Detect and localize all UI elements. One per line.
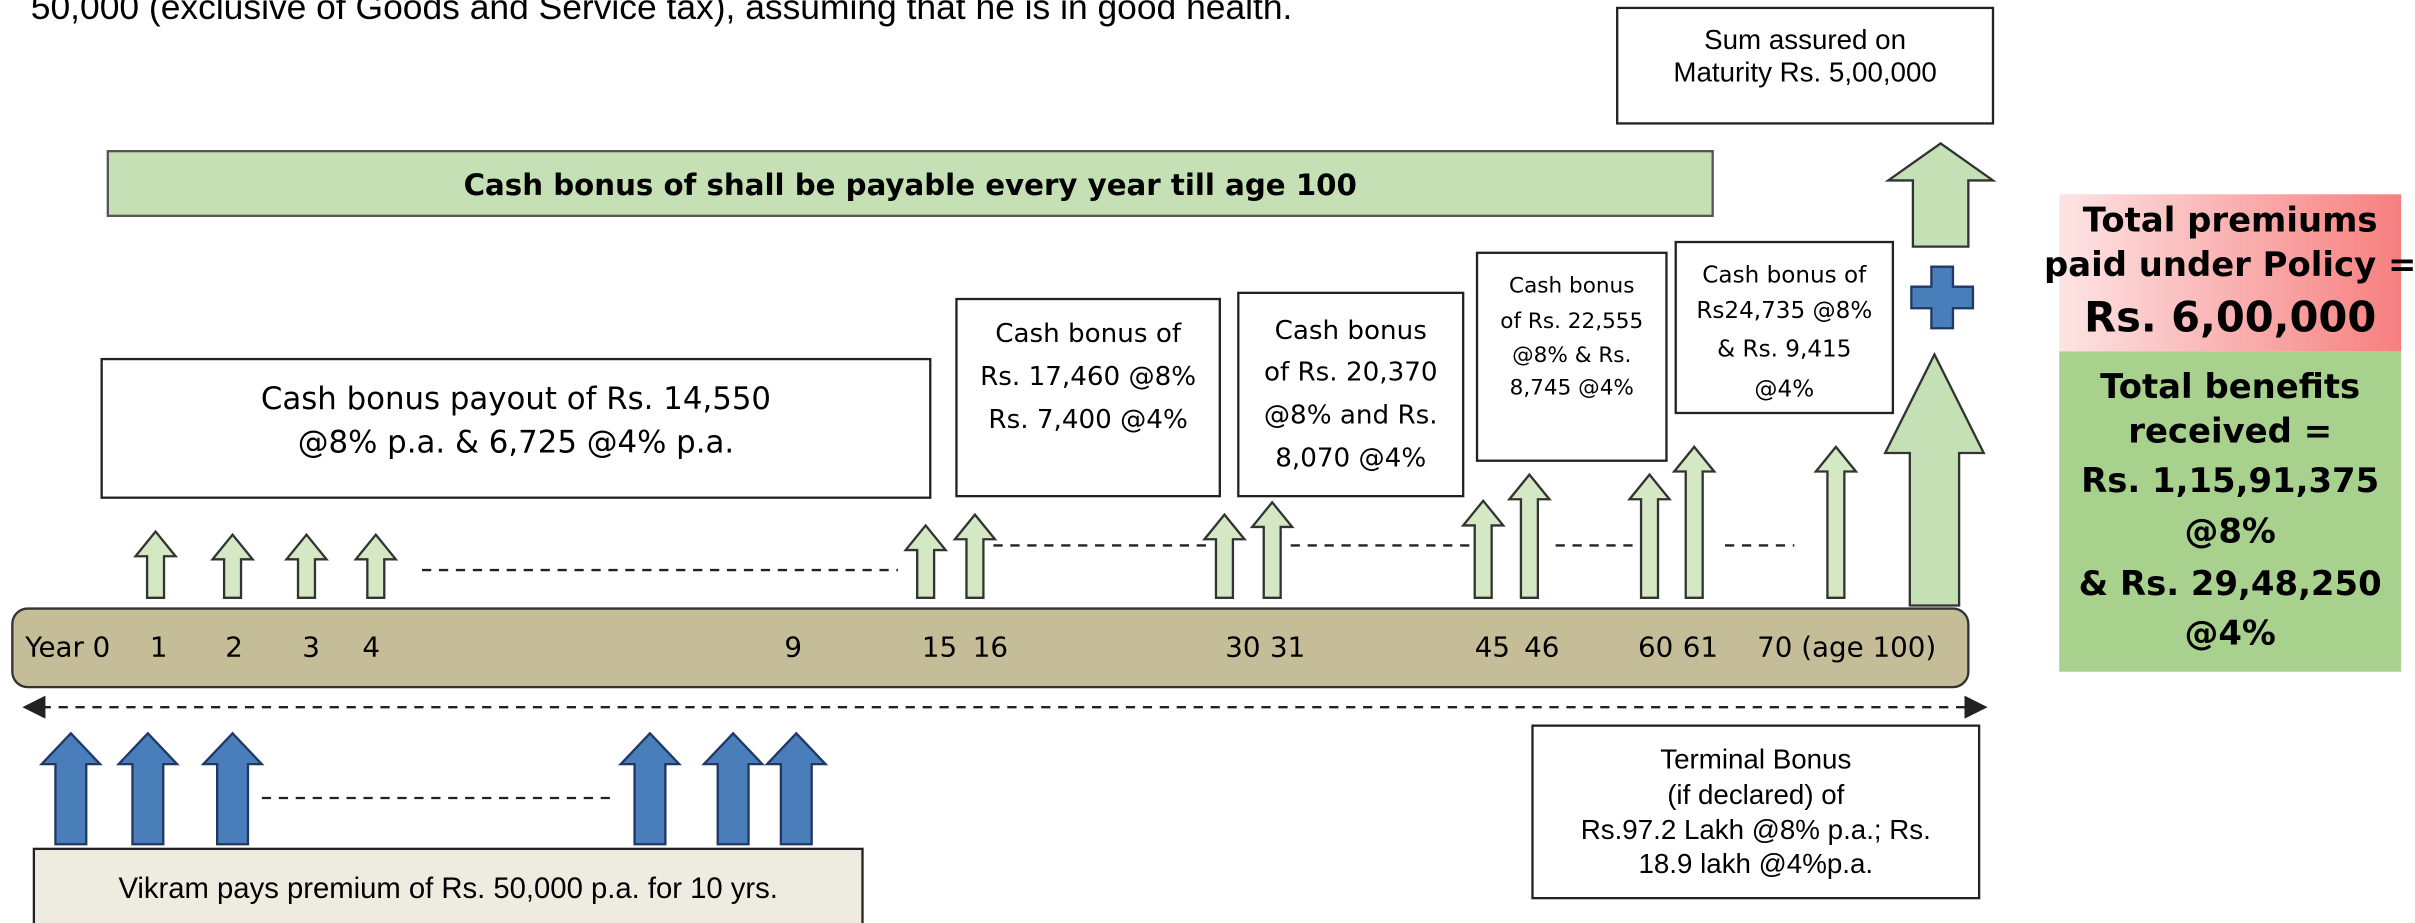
timeline-label: 2 xyxy=(225,631,243,664)
arrow xyxy=(952,512,998,599)
bonus-box xyxy=(1674,240,1895,415)
arrow xyxy=(1883,351,1986,607)
timeline-label: 9 xyxy=(784,631,802,664)
bonus-line: 8,070 @4% xyxy=(1275,444,1426,474)
premium-box xyxy=(32,847,864,923)
terminal-line: Rs.97.2 Lakh @8% p.a.; Rs. xyxy=(1581,814,1931,845)
total-benefits-box xyxy=(2059,351,2402,672)
bonus-line: Cash bonus xyxy=(1275,316,1427,346)
bonus-line: Rs. 7,400 @4% xyxy=(988,405,1187,435)
bonus-box xyxy=(955,297,1221,498)
bonus-line: @8% p.a. & 6,725 @4% p.a. xyxy=(298,424,734,460)
arrow xyxy=(618,731,682,846)
total-benefits-line: Rs. 1,15,91,375 xyxy=(2081,461,2379,500)
total-premiums-line: paid under Policy = xyxy=(2044,245,2415,284)
total-premiums-line: Total premiums xyxy=(2083,201,2378,240)
terminal-line: 18.9 lakh @4%p.a. xyxy=(1638,848,1873,879)
arrow xyxy=(701,731,766,846)
timeline-label: 16 xyxy=(973,631,1008,664)
banner-text: Cash bonus of shall be payable every yea… xyxy=(464,168,1357,202)
arrow xyxy=(115,731,180,846)
total-premiums-box xyxy=(2059,194,2402,352)
timeline-label: Year 0 xyxy=(24,631,110,664)
total-benefits-line: Total benefits xyxy=(2100,367,2360,406)
timeline-label: 15 xyxy=(922,631,957,664)
arrow xyxy=(284,532,329,599)
bonus-line: Rs24,735 @8% xyxy=(1696,298,1872,324)
total-premiums-line: Rs. 6,00,000 xyxy=(2084,293,2376,342)
bonus-line: Cash bonus of xyxy=(995,319,1182,349)
arrow xyxy=(1249,500,1295,599)
timeline-label: 70 (age 100) xyxy=(1757,631,1936,664)
total-benefits-line: @4% xyxy=(2184,613,2275,652)
bonus-box xyxy=(1475,251,1668,462)
total-benefits-line: @8% xyxy=(2184,512,2275,551)
arrow xyxy=(1884,142,1997,248)
timeline-label: 46 xyxy=(1524,631,1559,664)
bonus-line: @4% xyxy=(1754,376,1814,402)
banner xyxy=(106,149,1714,217)
bonus-line: Rs. 17,460 @8% xyxy=(980,362,1196,392)
arrow xyxy=(1460,498,1506,599)
arrow xyxy=(353,532,399,599)
bonus-line: & Rs. 9,415 xyxy=(1717,336,1851,362)
arrow xyxy=(133,529,179,599)
timeline-label: 31 xyxy=(1270,631,1305,664)
bonus-line: of Rs. 22,555 xyxy=(1500,309,1643,334)
timeline-label: 45 xyxy=(1475,631,1510,664)
arrow xyxy=(200,731,265,846)
bonus-line: @8% & Rs. xyxy=(1512,343,1631,368)
timeline-label: 61 xyxy=(1683,631,1718,664)
plus-sign xyxy=(1910,265,1975,330)
bonus-line: Cash bonus xyxy=(1509,274,1634,299)
bonus-line: of Rs. 20,370 xyxy=(1264,357,1438,387)
total-benefits-line: & Rs. 29,48,250 xyxy=(2079,564,2382,603)
bonus-box xyxy=(100,357,932,499)
arrow xyxy=(1627,472,1672,599)
arrow xyxy=(38,731,103,846)
sum-assured-line: Maturity Rs. 5,00,000 xyxy=(1673,56,1936,87)
premium-text: Vikram pays premium of Rs. 50,000 p.a. f… xyxy=(118,873,777,905)
arrow xyxy=(764,731,829,846)
bonus-line: Cash bonus payout of Rs. 14,550 xyxy=(261,381,771,417)
arrow xyxy=(1671,445,1717,599)
bonus-line: 8,745 @4% xyxy=(1510,375,1634,400)
terminal-line: Terminal Bonus xyxy=(1660,743,1851,774)
sum-assured-box xyxy=(1616,6,1995,125)
arrow xyxy=(210,532,256,599)
arrow xyxy=(1506,472,1552,599)
bonus-line: Cash bonus of xyxy=(1702,262,1867,288)
bonus-box xyxy=(1237,291,1465,498)
timeline-label: 3 xyxy=(302,631,320,664)
intro-text: 50,000 (exclusive of Goods and Service t… xyxy=(31,0,1293,27)
timeline-label: 60 xyxy=(1638,631,1673,664)
arrow xyxy=(1201,512,1247,599)
bonus-line: @8% and Rs. xyxy=(1264,401,1438,431)
arrow xyxy=(1813,445,1859,599)
terminal-line: (if declared) of xyxy=(1667,779,1844,810)
timeline-label: 4 xyxy=(362,631,380,664)
timeline-label: 1 xyxy=(150,631,168,664)
total-benefits-line: received = xyxy=(2128,412,2332,451)
terminal-box xyxy=(1531,724,1981,900)
timeline-label: 30 xyxy=(1225,631,1260,664)
timeline-bar xyxy=(11,607,1970,689)
sum-assured-line: Sum assured on xyxy=(1704,24,1906,55)
arrow xyxy=(903,523,949,599)
